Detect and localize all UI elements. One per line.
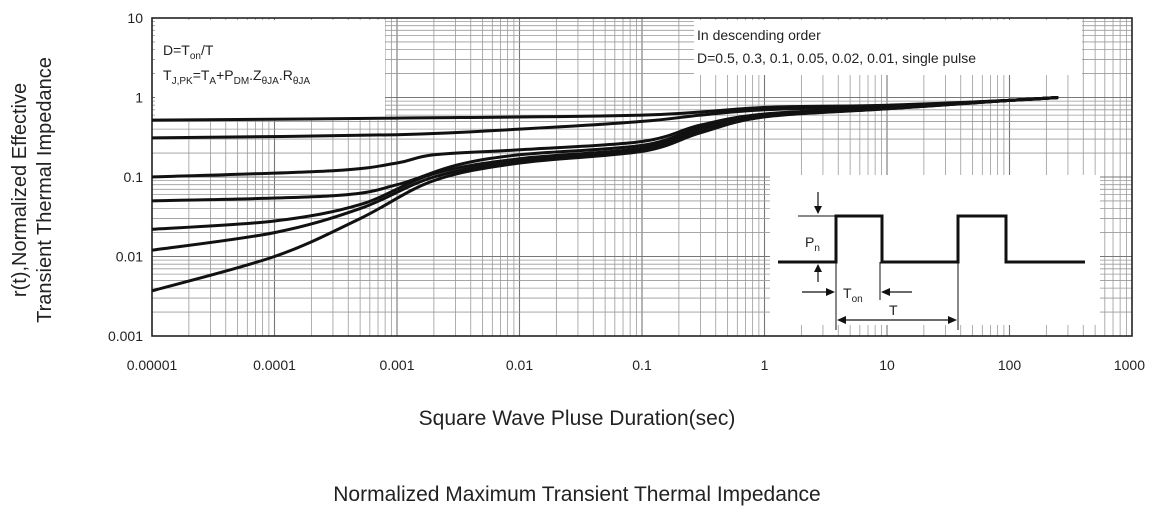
- y-tick-labels: 0.001 0.01 0.1 1 10: [108, 10, 143, 344]
- y-axis-label-line1: r(t),Normalized Effective: [9, 83, 31, 297]
- x-tick-label: 0.00001: [127, 357, 178, 373]
- x-tick-label: 1000: [1114, 357, 1145, 373]
- y-axis-label-line2: Transient Thermal Impedance: [34, 57, 56, 323]
- x-tick-label: 10: [879, 357, 895, 373]
- pulse-waveform-inset: Pn Ton T: [770, 175, 1100, 330]
- x-tick-label: 100: [998, 357, 1022, 373]
- x-tick-label: 0.01: [506, 357, 533, 373]
- x-tick-label: 0.001: [379, 357, 414, 373]
- series-line-7: [151, 96, 1059, 293]
- junction-temp-formula: TJ,PK=TA+PDM.ZθJA.RθJA: [163, 67, 310, 87]
- x-axis-label: Square Wave Pluse Duration(sec): [419, 407, 736, 430]
- y-tick-label: 10: [127, 10, 143, 26]
- series-layer: [151, 96, 1059, 293]
- legend-box: [694, 20, 1082, 75]
- x-tick-label: 0.1: [632, 357, 652, 373]
- y-tick-label: 1: [135, 90, 143, 106]
- legend-note-line2: D=0.5, 0.3, 0.1, 0.05, 0.02, 0.01, singl…: [697, 50, 976, 66]
- y-tick-label: 0.001: [108, 328, 143, 344]
- y-tick-label: 0.01: [116, 249, 143, 265]
- chart-caption: Normalized Maximum Transient Thermal Imp…: [333, 483, 820, 506]
- formula-box: [155, 20, 385, 120]
- x-tick-labels: 0.00001 0.0001 0.001 0.01 0.1 1 10 100 1000: [127, 357, 1146, 373]
- pulse-period-label: T: [889, 302, 898, 318]
- pulse-power-label: Pn: [805, 234, 820, 254]
- legend-note-line1: In descending order: [697, 27, 821, 43]
- pulse-waveform: [778, 214, 1085, 264]
- x-tick-label: 0.0001: [253, 357, 296, 373]
- y-tick-label: 0.1: [124, 169, 144, 185]
- x-tick-label: 1: [761, 357, 769, 373]
- pulse-on-time-label: Ton: [843, 285, 863, 305]
- duty-formula: D=Ton/T: [163, 42, 214, 62]
